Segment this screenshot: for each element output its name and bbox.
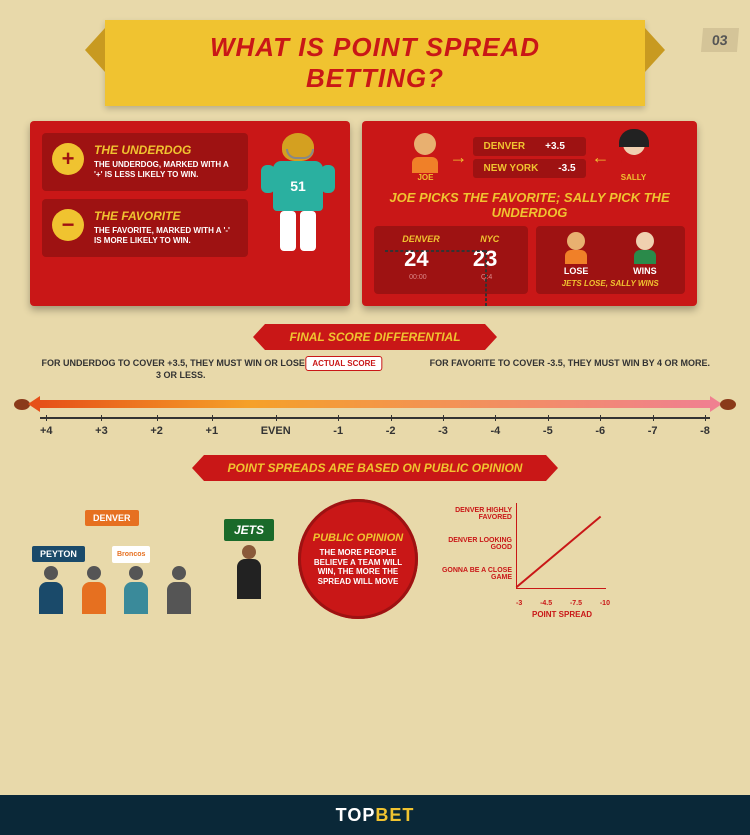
outcome-box: LOSE WINS JETS LOSE, SALLY WINS (536, 226, 686, 294)
picks-panel: JOE → DENVER +3.5 NEW YORK -3.5 ← SALLY … (362, 121, 697, 306)
differential-section: FINAL SCORE DIFFERENTIAL FOR UNDERDOG TO… (0, 306, 750, 437)
title-text: WHAT IS POINT SPREAD BETTING? (145, 32, 605, 94)
jets-fan: JETS (214, 519, 284, 599)
underdog-text: THE UNDERDOG, MARKED WITH A '+' IS LESS … (94, 160, 238, 181)
plus-icon: + (52, 143, 84, 175)
opinion-circle: PUBLIC OPINION THE MORE PEOPLE BELIEVE A… (298, 499, 418, 619)
minus-icon: − (52, 209, 84, 241)
scoreboard: DENVERNYC 2423 00:00Q:4 (374, 226, 528, 294)
favorite-box: − THE FAVORITE THE FAVORITE, MARKED WITH… (42, 199, 248, 257)
favorite-rule: FOR FAVORITE TO COVER -3.5, THEY MUST WI… (429, 358, 710, 381)
denver-line: DENVER +3.5 (473, 137, 585, 156)
top-panels: + THE UNDERDOG THE UNDERDOG, MARKED WITH… (0, 121, 750, 306)
spread-trend-chart: DENVER HIGHLY FAVOREDDENVER LOOKING GOOD… (432, 499, 612, 619)
opinion-section: POINT SPREADS ARE BASED ON PUBLIC OPINIO… (0, 437, 750, 619)
underdog-title: THE UNDERDOG (94, 143, 238, 157)
title-banner: WHAT IS POINT SPREAD BETTING? (105, 20, 645, 106)
favorite-text: THE FAVORITE, MARKED WITH A '-' IS MORE … (94, 226, 238, 247)
definitions-panel: + THE UNDERDOG THE UNDERDOG, MARKED WITH… (30, 121, 350, 306)
topbet-logo: TOPBET (336, 805, 415, 826)
spread-number-line (40, 395, 710, 413)
footer: TOPBET (0, 795, 750, 835)
actual-score-tag: ACTUAL SCORE (305, 356, 382, 371)
picks-headline: JOE PICKS THE FAVORITE; SALLY PICK THE U… (374, 190, 685, 220)
football-player-icon: 51 (258, 133, 338, 294)
spread-axis: +4+3+2+1EVEN-1-2-3-4-5-6-7-8 (40, 417, 710, 437)
football-icon-right (720, 399, 736, 410)
sally-avatar: SALLY (616, 133, 652, 182)
page-number: 03 (701, 28, 739, 52)
joe-avatar: JOE (407, 133, 443, 182)
arrow-left-icon: ← (592, 147, 610, 168)
favorite-title: THE FAVORITE (94, 209, 238, 223)
broncos-crowd: DENVER PEYTON Broncos (30, 504, 200, 614)
diff-banner: FINAL SCORE DIFFERENTIAL (265, 324, 484, 350)
opinion-banner: POINT SPREADS ARE BASED ON PUBLIC OPINIO… (204, 455, 547, 481)
arrow-right-icon: → (449, 147, 467, 168)
newyork-line: NEW YORK -3.5 (473, 159, 585, 178)
jersey-number: 51 (273, 161, 323, 211)
underdog-box: + THE UNDERDOG THE UNDERDOG, MARKED WITH… (42, 133, 248, 191)
underdog-rule: FOR UNDERDOG TO COVER +3.5, THEY MUST WI… (40, 358, 321, 381)
